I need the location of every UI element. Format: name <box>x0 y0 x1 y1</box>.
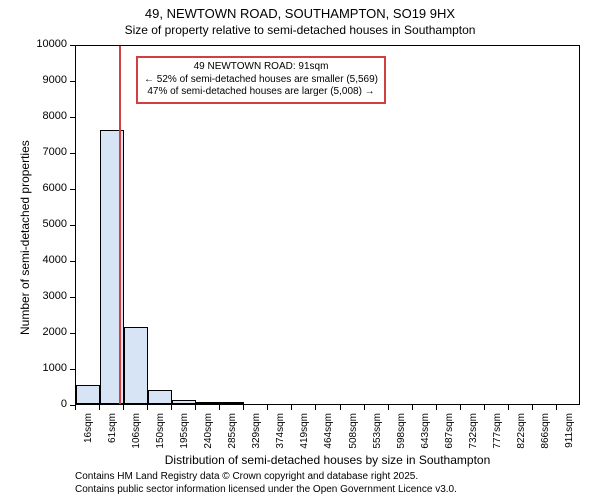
y-tick-label: 3000 <box>27 290 67 302</box>
marker-callout: 49 NEWTOWN ROAD: 91sqm← 52% of semi-deta… <box>136 56 386 104</box>
x-tick-mark <box>412 405 413 410</box>
chart-title: 49, NEWTOWN ROAD, SOUTHAMPTON, SO19 9HX <box>0 6 600 23</box>
x-tick-mark <box>243 405 244 410</box>
x-tick-mark <box>147 405 148 410</box>
y-tick-mark <box>70 333 75 334</box>
x-axis-label: Distribution of semi-detached houses by … <box>75 453 580 467</box>
x-tick-mark <box>388 405 389 410</box>
x-tick-label: 687sqm <box>444 413 455 453</box>
x-tick-mark <box>508 405 509 410</box>
y-tick-label: 1000 <box>27 362 67 374</box>
y-tick-mark <box>70 225 75 226</box>
x-tick-mark <box>364 405 365 410</box>
x-tick-mark <box>267 405 268 410</box>
x-tick-label: 643sqm <box>420 413 431 453</box>
x-tick-label: 240sqm <box>203 413 214 453</box>
x-tick-label: 195sqm <box>179 413 190 453</box>
x-tick-mark <box>436 405 437 410</box>
y-tick-mark <box>70 297 75 298</box>
chart-header: 49, NEWTOWN ROAD, SOUTHAMPTON, SO19 9HX … <box>0 0 600 38</box>
x-tick-mark <box>291 405 292 410</box>
histogram-bar <box>172 400 196 404</box>
y-tick-mark <box>70 369 75 370</box>
y-tick-mark <box>70 117 75 118</box>
y-tick-label: 10000 <box>27 38 67 50</box>
x-tick-mark <box>532 405 533 410</box>
histogram-bar <box>124 327 148 404</box>
y-tick-label: 6000 <box>27 182 67 194</box>
plot-area: 49 NEWTOWN ROAD: 91sqm← 52% of semi-deta… <box>75 45 580 405</box>
y-tick-mark <box>70 261 75 262</box>
y-tick-label: 7000 <box>27 146 67 158</box>
callout-line-3: 47% of semi-detached houses are larger (… <box>144 86 378 99</box>
x-tick-label: 822sqm <box>516 413 527 453</box>
footer-line-1: Contains HM Land Registry data © Crown c… <box>75 471 457 484</box>
x-tick-label: 508sqm <box>348 413 359 453</box>
y-tick-mark <box>70 189 75 190</box>
y-tick-mark <box>70 45 75 46</box>
y-tick-label: 2000 <box>27 326 67 338</box>
x-tick-label: 150sqm <box>155 413 166 453</box>
x-tick-mark <box>484 405 485 410</box>
x-tick-mark <box>556 405 557 410</box>
x-tick-label: 61sqm <box>107 413 118 453</box>
histogram-bar <box>196 402 220 404</box>
x-tick-mark <box>195 405 196 410</box>
y-tick-label: 9000 <box>27 74 67 86</box>
x-tick-mark <box>99 405 100 410</box>
x-tick-mark <box>171 405 172 410</box>
x-tick-label: 777sqm <box>492 413 503 453</box>
x-tick-mark <box>315 405 316 410</box>
histogram-bar <box>220 402 244 404</box>
y-tick-label: 5000 <box>27 218 67 230</box>
y-axis-label: Number of semi-detached properties <box>18 140 32 335</box>
x-tick-label: 106sqm <box>131 413 142 453</box>
x-tick-mark <box>340 405 341 410</box>
histogram-bar <box>148 390 172 404</box>
x-tick-label: 866sqm <box>540 413 551 453</box>
x-tick-label: 374sqm <box>275 413 286 453</box>
histogram-bar <box>76 385 100 404</box>
y-tick-label: 4000 <box>27 254 67 266</box>
footer-attribution: Contains HM Land Registry data © Crown c… <box>75 471 457 496</box>
x-tick-label: 285sqm <box>227 413 238 453</box>
x-tick-label: 732sqm <box>468 413 479 453</box>
chart-container: 49, NEWTOWN ROAD, SOUTHAMPTON, SO19 9HX … <box>0 0 600 500</box>
property-marker-line <box>119 46 121 404</box>
y-tick-mark <box>70 153 75 154</box>
x-tick-label: 16sqm <box>83 413 94 453</box>
callout-line-2: ← 52% of semi-detached houses are smalle… <box>144 74 378 87</box>
x-tick-label: 464sqm <box>323 413 334 453</box>
y-tick-label: 8000 <box>27 110 67 122</box>
chart-subtitle: Size of property relative to semi-detach… <box>0 23 600 39</box>
x-tick-label: 911sqm <box>564 413 575 453</box>
x-tick-label: 598sqm <box>396 413 407 453</box>
x-tick-mark <box>123 405 124 410</box>
y-tick-label: 0 <box>27 398 67 410</box>
x-tick-label: 553sqm <box>372 413 383 453</box>
x-tick-mark <box>219 405 220 410</box>
x-tick-mark <box>75 405 76 410</box>
callout-line-1: 49 NEWTOWN ROAD: 91sqm <box>144 61 378 74</box>
y-tick-mark <box>70 81 75 82</box>
x-tick-mark <box>460 405 461 410</box>
x-tick-label: 329sqm <box>251 413 262 453</box>
footer-line-2: Contains public sector information licen… <box>75 484 457 497</box>
x-tick-label: 419sqm <box>299 413 310 453</box>
